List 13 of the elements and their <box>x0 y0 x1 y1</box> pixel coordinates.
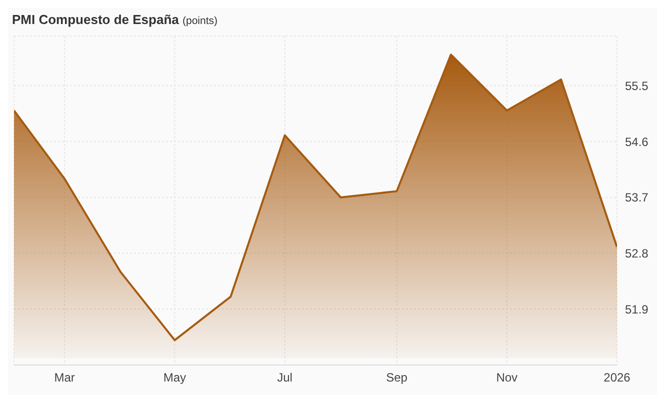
y-tick-label: 52.8 <box>625 246 649 261</box>
x-tick-label: Mar <box>54 370 75 385</box>
x-tick-label: 2026 <box>604 370 631 385</box>
y-tick-label: 53.7 <box>625 190 649 205</box>
x-tick-label: Nov <box>496 370 518 385</box>
y-tick-label: 54.6 <box>625 134 649 149</box>
y-tick-label: 55.5 <box>625 78 649 93</box>
x-tick-label: Sep <box>386 370 408 385</box>
x-tick-label: Jul <box>277 370 292 385</box>
x-tick-label: May <box>163 370 186 385</box>
chart-title: PMI Compuesto de España <box>12 12 179 27</box>
chart-subtitle: (points) <box>182 15 218 27</box>
y-tick-label: 51.9 <box>625 302 649 316</box>
